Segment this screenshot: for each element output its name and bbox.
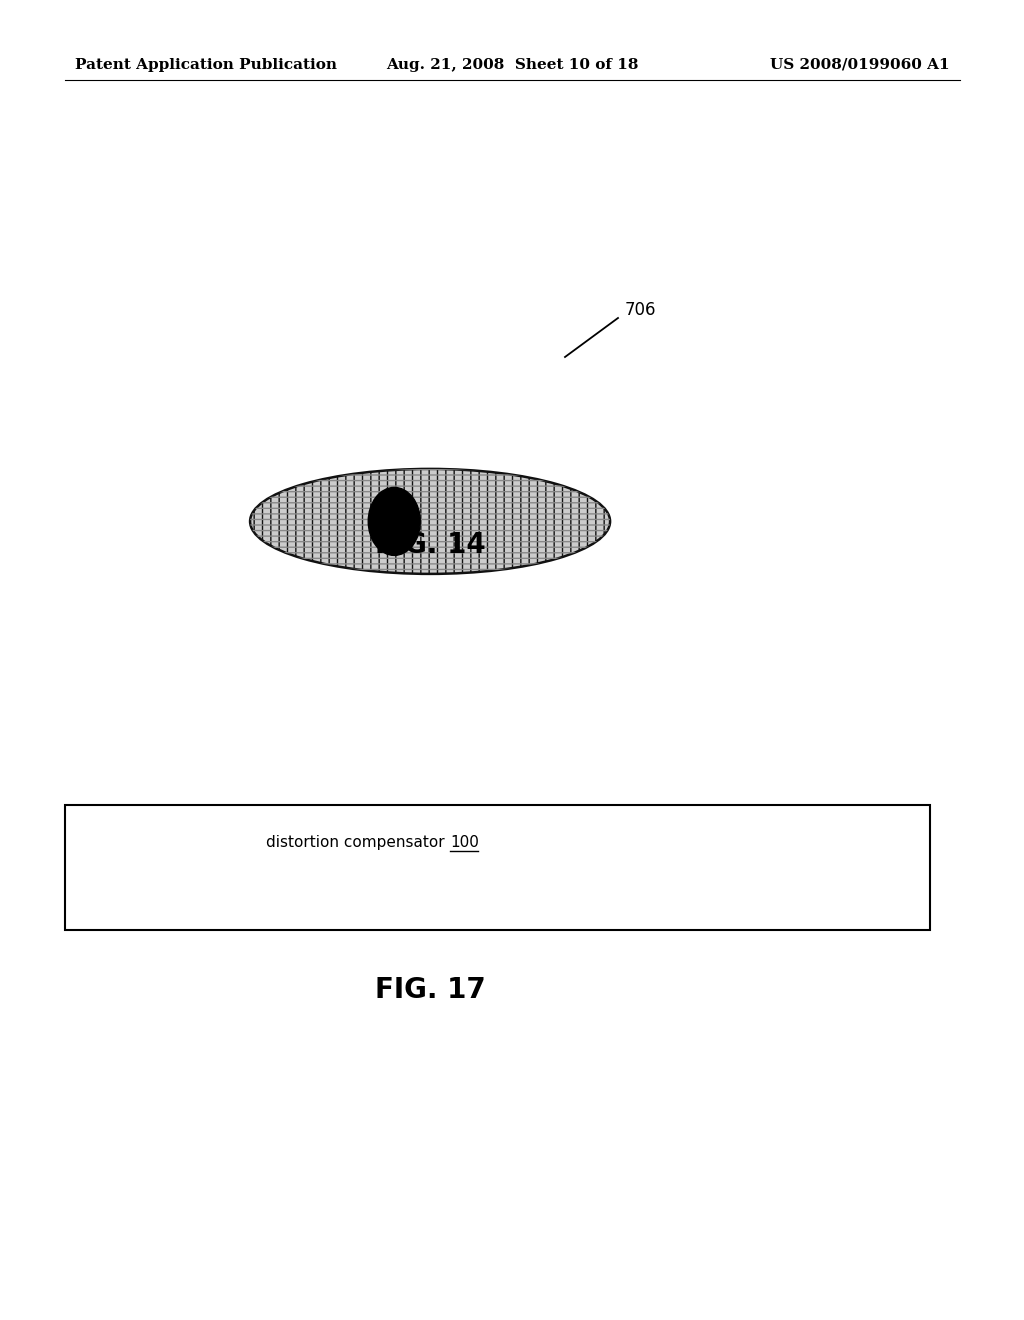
Text: US 2008/0199060 A1: US 2008/0199060 A1 — [770, 58, 950, 73]
Ellipse shape — [369, 487, 420, 556]
Text: 706: 706 — [625, 301, 656, 319]
Text: FIG. 17: FIG. 17 — [375, 975, 485, 1005]
Ellipse shape — [250, 469, 610, 574]
Text: Patent Application Publication: Patent Application Publication — [75, 58, 337, 73]
Text: FIG. 14: FIG. 14 — [375, 531, 485, 558]
Text: 100: 100 — [450, 836, 479, 850]
Bar — [65, 805, 930, 931]
Text: Aug. 21, 2008  Sheet 10 of 18: Aug. 21, 2008 Sheet 10 of 18 — [386, 58, 638, 73]
Text: distortion compensator: distortion compensator — [266, 836, 450, 850]
